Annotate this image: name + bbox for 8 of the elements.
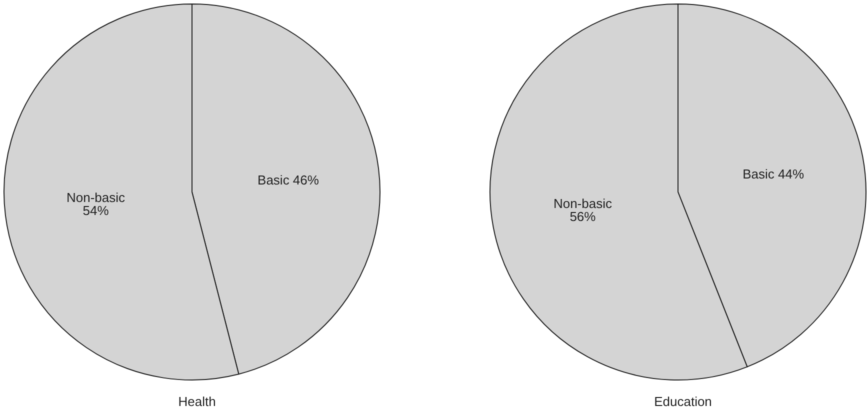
data-label: 56% <box>570 209 596 224</box>
text: Education <box>654 394 712 409</box>
data-label: 54% <box>82 203 110 218</box>
slice-label: Non-basic <box>66 190 126 206</box>
text: Health <box>178 394 216 409</box>
slice-label: Basic 44% <box>742 166 804 182</box>
slice-label: Non-basic <box>553 196 612 212</box>
slice-label: Basic 46% <box>258 172 320 188</box>
